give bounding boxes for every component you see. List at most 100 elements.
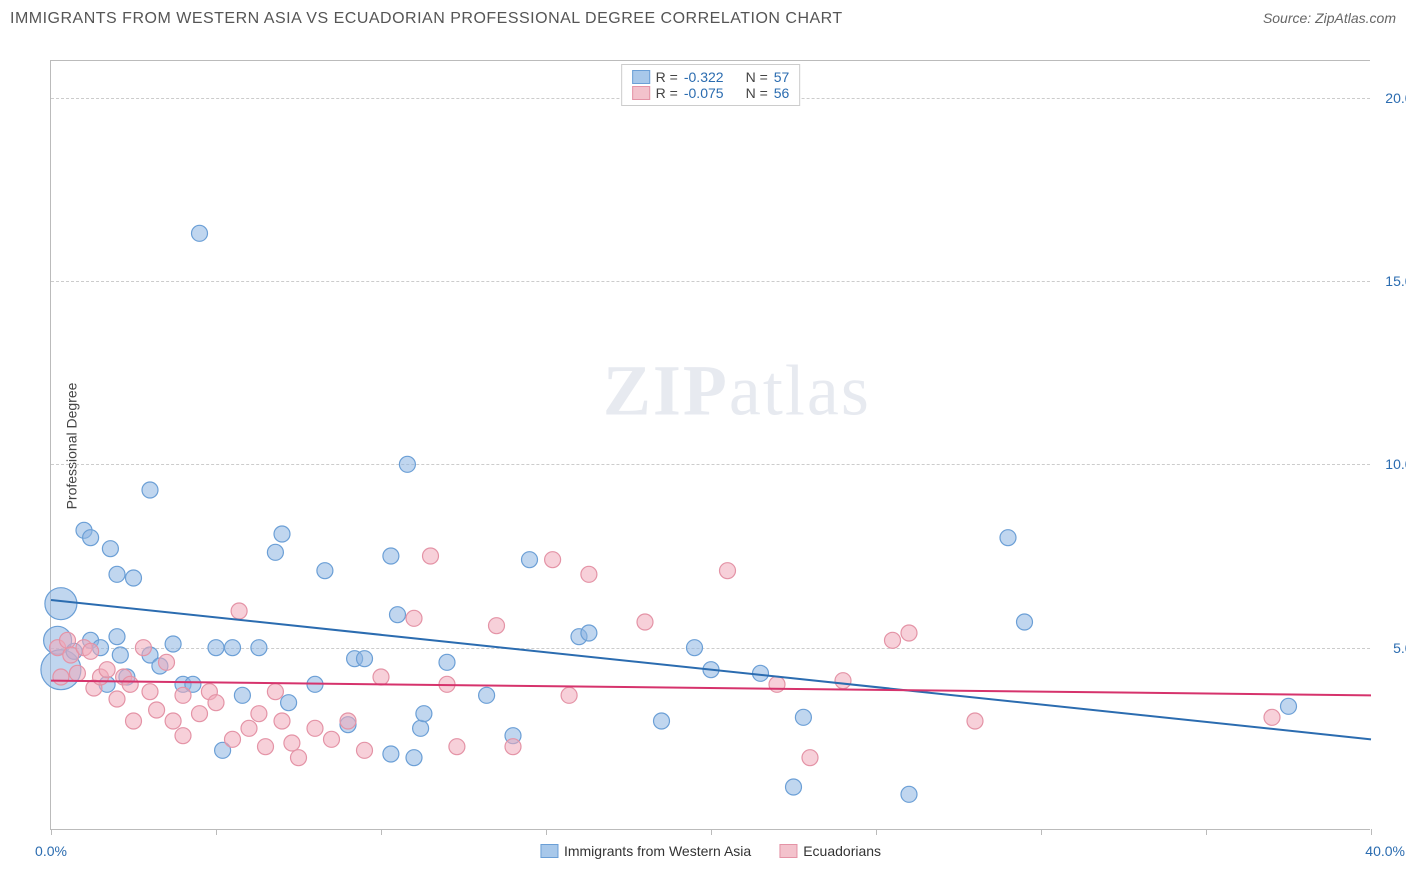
data-point [307,720,323,736]
x-tick [546,829,547,835]
data-point [390,607,406,623]
data-point [192,706,208,722]
data-point [340,713,356,729]
r-value: -0.075 [684,85,724,101]
data-point [192,225,208,241]
data-point [142,482,158,498]
data-point [637,614,653,630]
data-point [324,731,340,747]
data-point [142,684,158,700]
data-point [687,640,703,656]
data-point [795,709,811,725]
data-point [413,720,429,736]
data-point [231,603,247,619]
data-point [251,640,267,656]
data-point [357,651,373,667]
data-point [449,739,465,755]
legend-swatch [632,70,650,84]
data-point [967,713,983,729]
n-label: N = [746,85,768,101]
legend-row: R = -0.322 N = 57 [632,69,790,85]
data-point [357,742,373,758]
scatter-svg [51,61,1370,829]
data-point [383,548,399,564]
data-point [149,702,165,718]
data-point [122,676,138,692]
data-point [373,669,389,685]
series-legend-label: Immigrants from Western Asia [564,843,751,859]
data-point [234,687,250,703]
n-label: N = [746,69,768,85]
data-point [835,673,851,689]
x-tick [876,829,877,835]
correlation-legend: R = -0.322 N = 57 R = -0.075 N = 56 [621,64,801,106]
data-point [60,632,76,648]
series-legend-item: Immigrants from Western Asia [540,843,751,859]
data-point [225,640,241,656]
data-point [281,695,297,711]
data-point [522,552,538,568]
legend-swatch [779,844,797,858]
data-point [901,625,917,641]
r-label: R = [656,69,678,85]
y-tick-label: 10.0% [1385,456,1406,472]
data-point [83,530,99,546]
x-axis-max-label: 40.0% [1365,843,1405,859]
data-point [241,720,257,736]
data-point [291,750,307,766]
x-tick [216,829,217,835]
data-point [225,731,241,747]
y-tick-label: 20.0% [1385,90,1406,106]
data-point [423,548,439,564]
chart-title: IMMIGRANTS FROM WESTERN ASIA VS ECUADORI… [10,10,843,28]
data-point [505,739,521,755]
data-point [479,687,495,703]
data-point [208,695,224,711]
data-point [885,632,901,648]
data-point [561,687,577,703]
data-point [267,544,283,560]
x-tick [51,829,52,835]
data-point [258,739,274,755]
legend-swatch [632,86,650,100]
data-point [786,779,802,795]
y-tick-label: 15.0% [1385,273,1406,289]
r-label: R = [656,85,678,101]
data-point [274,526,290,542]
data-point [489,618,505,634]
data-point [83,643,99,659]
series-legend: Immigrants from Western Asia Ecuadorians [540,843,881,859]
data-point [109,566,125,582]
n-value: 57 [774,69,790,85]
x-axis-min-label: 0.0% [35,843,67,859]
source-attribution: Source: ZipAtlas.com [1263,10,1396,26]
data-point [102,541,118,557]
data-point [267,684,283,700]
data-point [720,563,736,579]
source-label: Source: [1263,10,1311,26]
data-point [769,676,785,692]
data-point [251,706,267,722]
source-name: ZipAtlas.com [1315,10,1396,26]
data-point [112,647,128,663]
data-point [165,636,181,652]
data-point [802,750,818,766]
data-point [654,713,670,729]
data-point [545,552,561,568]
legend-row: R = -0.075 N = 56 [632,85,790,101]
data-point [126,713,142,729]
y-tick-label: 5.0% [1393,640,1406,656]
x-tick [381,829,382,835]
series-legend-item: Ecuadorians [779,843,881,859]
r-value: -0.322 [684,69,724,85]
data-point [1264,709,1280,725]
x-tick [1206,829,1207,835]
data-point [284,735,300,751]
data-point [581,625,597,641]
trend-line [51,600,1371,739]
data-point [274,713,290,729]
data-point [53,669,69,685]
data-point [1017,614,1033,630]
data-point [135,640,151,656]
n-value: 56 [774,85,790,101]
